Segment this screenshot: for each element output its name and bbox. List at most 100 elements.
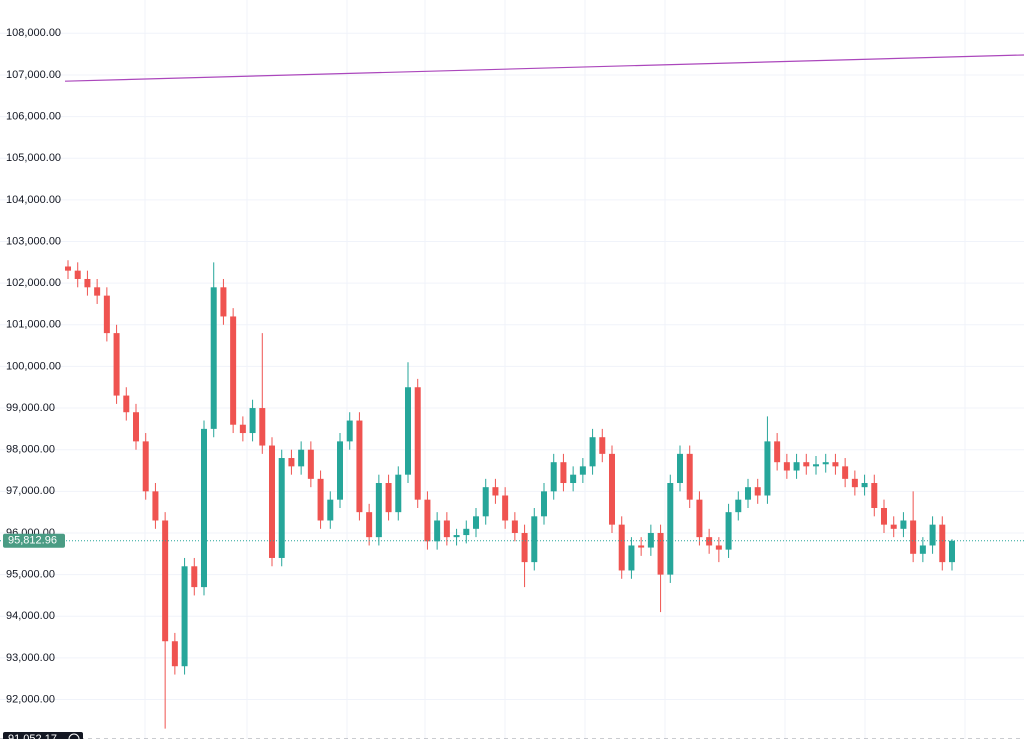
candle-body [618, 524, 625, 571]
y-tick-label: 97,000.00 [6, 485, 55, 497]
candle-body [570, 474, 577, 484]
candle-body [783, 462, 790, 471]
candle-body [463, 528, 470, 536]
candle-body [929, 524, 936, 546]
candle-body [103, 295, 110, 334]
candle-body [628, 545, 635, 571]
candle-body [230, 316, 237, 425]
candle-body [832, 462, 839, 467]
candle-body [307, 449, 314, 479]
candle-body [735, 499, 742, 513]
candle-body [609, 453, 615, 525]
candle-body [317, 478, 324, 521]
candle-body [385, 483, 392, 513]
candle-body [171, 641, 178, 667]
candle-body [375, 483, 382, 538]
candle-body [346, 420, 353, 442]
candle-body [822, 462, 829, 465]
candle-body [579, 466, 586, 475]
candle-body [919, 545, 926, 554]
candle-body [239, 424, 246, 434]
candle-body [541, 491, 547, 517]
candle-body [900, 520, 907, 529]
candle-body [356, 420, 363, 513]
candle-body [65, 266, 71, 271]
candle-body [599, 437, 606, 454]
candle-body [395, 474, 402, 513]
y-tick-label: 105,000.00 [6, 152, 61, 164]
candle-body [861, 483, 868, 488]
candle-body [793, 462, 800, 471]
candle-body [210, 287, 217, 429]
candle-body [803, 462, 810, 467]
candle-body [521, 532, 528, 563]
candle-body [288, 458, 295, 467]
candle-body [881, 507, 887, 525]
y-tick-label: 98,000.00 [6, 444, 55, 456]
trendline [64, 54, 1024, 82]
y-tick-label: 106,000.00 [6, 110, 61, 122]
candle-body [560, 462, 567, 484]
candle-body [686, 453, 693, 500]
candle-body [939, 524, 946, 563]
y-tick-label: 102,000.00 [6, 277, 61, 289]
candle-body [473, 516, 479, 529]
candle-body [434, 520, 441, 542]
candle-body [94, 287, 101, 296]
time-grid [144, 0, 966, 739]
candle-body [337, 441, 343, 500]
candle-body [725, 512, 732, 550]
candle-body [842, 466, 849, 479]
candle-body [502, 495, 509, 521]
candle-body [774, 441, 781, 463]
crosshair-badge [3, 732, 83, 739]
candle-body [249, 408, 256, 434]
candle-body [191, 566, 198, 588]
candle-body [754, 487, 761, 496]
y-tick-label: 99,000.00 [6, 402, 55, 414]
candle-body [443, 520, 450, 538]
candle-body [201, 428, 207, 588]
candle-body [482, 487, 489, 517]
candle-body [764, 441, 771, 496]
candle-body [327, 499, 334, 521]
candle-body [492, 487, 499, 496]
y-tick-label: 95,000.00 [6, 569, 55, 581]
candle-body [269, 445, 275, 558]
candle-body [638, 545, 645, 548]
candle-body [162, 520, 169, 642]
y-tick-label: 94,000.00 [6, 610, 55, 622]
candle-body [589, 437, 596, 467]
candle-body [424, 499, 431, 542]
candle-body [142, 441, 149, 492]
candle-body [657, 532, 664, 575]
candle-body [871, 483, 878, 508]
candle-body [453, 535, 460, 538]
candle-body [278, 458, 285, 558]
candle-body [298, 449, 305, 467]
candle-body [696, 499, 703, 538]
candle-body [851, 478, 858, 488]
y-tick-label: 100,000.00 [6, 360, 61, 372]
y-tick-label: 92,000.00 [6, 693, 55, 705]
candle-body [414, 387, 421, 500]
candle-body [715, 545, 722, 550]
y-tick-label: 104,000.00 [6, 194, 61, 206]
candle-body [84, 278, 91, 288]
candle-body [259, 408, 266, 446]
y-tick-label: 101,000.00 [6, 319, 61, 331]
y-tick-label: 108,000.00 [6, 27, 61, 39]
candle-body [405, 387, 411, 475]
candle-body [667, 483, 674, 575]
last-price-badge [3, 533, 65, 548]
candle-body [74, 270, 81, 279]
candle-body [647, 532, 654, 548]
candle-body [550, 462, 557, 492]
candle-body [813, 464, 819, 467]
candle-body [123, 395, 130, 413]
candle-body [677, 453, 683, 484]
last-price-label: 95,812.96 [8, 535, 57, 547]
candle-body [113, 333, 120, 396]
y-tick-label: 107,000.00 [6, 69, 61, 81]
